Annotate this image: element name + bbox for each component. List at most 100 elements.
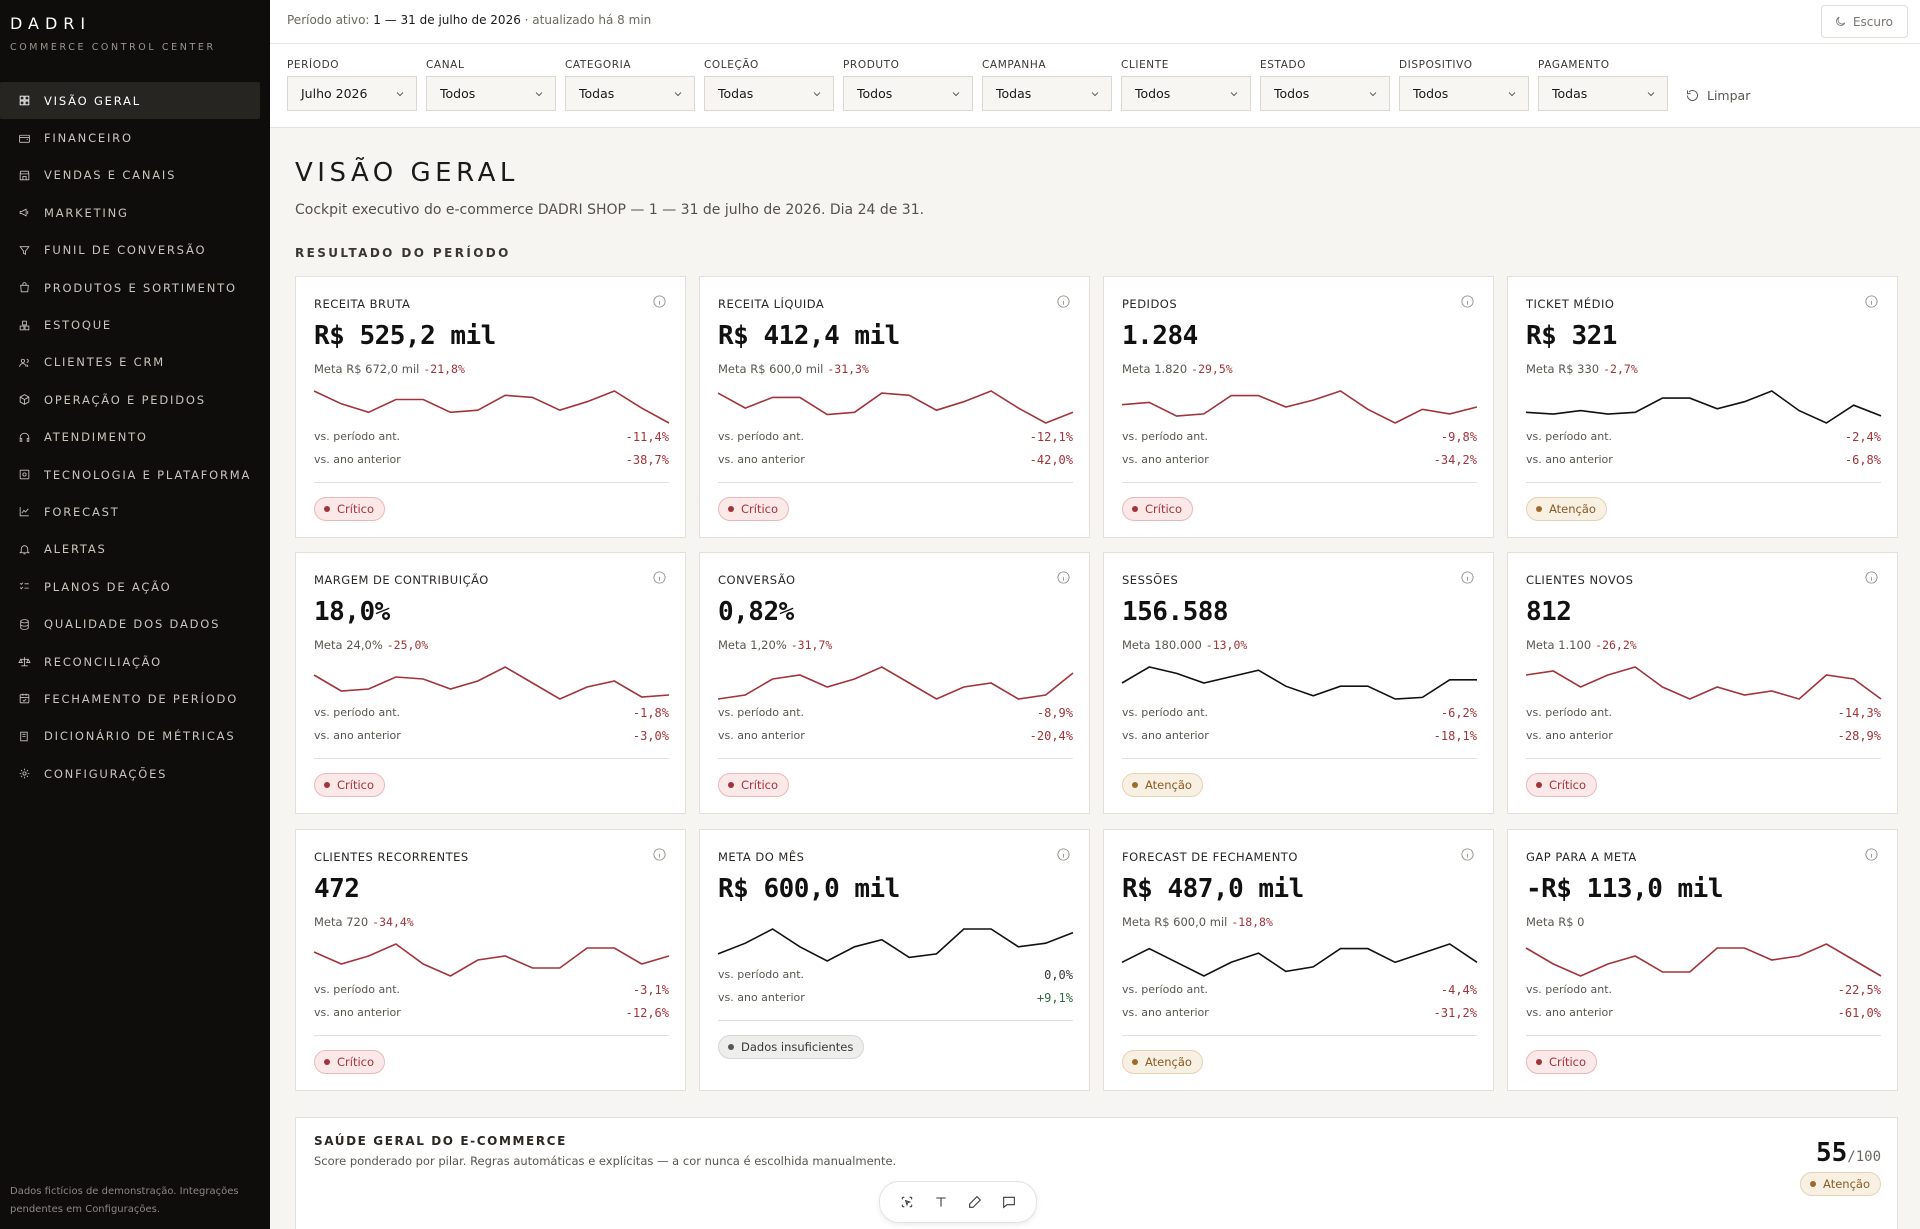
compare-label: vs. período ant.: [1526, 983, 1613, 996]
kpi-target: Meta R$ 600,0 mil -31,3%: [718, 362, 869, 376]
filter-select[interactable]: Todas: [704, 76, 834, 111]
compare-value: -22,5%: [1837, 983, 1881, 997]
filter-select[interactable]: Todos: [1260, 76, 1390, 111]
kpi-card[interactable]: FORECAST DE FECHAMENTO R$ 487,0 mil Meta R…: [1103, 829, 1494, 1091]
store-icon: [14, 168, 34, 182]
kpi-value: R$ 321: [1526, 321, 1617, 351]
kpi-card[interactable]: CLIENTES NOVOS 812 Meta 1.100 -26,2% vs. per…: [1507, 552, 1898, 814]
sidebar-item-wallet[interactable]: FINANCEIRO: [0, 119, 270, 156]
sidebar-item-server[interactable]: TECNOLOGIA E PLATAFORMA: [0, 456, 270, 493]
sidebar-item-gear[interactable]: CONFIGURAÇÕES: [0, 755, 270, 792]
filter-select[interactable]: Todas: [982, 76, 1112, 111]
compare-value: 0,0%: [1044, 968, 1073, 982]
sparkline-series: [1121, 390, 1478, 424]
kpi-card[interactable]: PEDIDOS 1.284 Meta 1.820 -29,5% vs. período …: [1103, 276, 1494, 538]
filter-select[interactable]: Todas: [1538, 76, 1668, 111]
sidebar-item-boxes[interactable]: ESTOQUE: [0, 306, 270, 343]
info-icon[interactable]: [652, 294, 667, 309]
info-icon[interactable]: [1460, 847, 1475, 862]
info-icon[interactable]: [1056, 847, 1071, 862]
filter-select[interactable]: Todos: [426, 76, 556, 111]
sidebar-item-users[interactable]: CLIENTES E CRM: [0, 344, 270, 381]
sidebar-item-database[interactable]: QUALIDADE DOS DADOS: [0, 605, 270, 642]
sidebar-item-package[interactable]: OPERAÇÃO E PEDIDOS: [0, 381, 270, 418]
status-badge: Crítico: [1526, 1050, 1598, 1074]
info-icon[interactable]: [652, 570, 667, 585]
users-icon: [14, 355, 34, 369]
info-icon[interactable]: [1864, 294, 1879, 309]
compare-value: -9,8%: [1440, 430, 1477, 444]
health-score: 55/100: [1816, 1138, 1881, 1168]
kpi-label: SESSÕES: [1122, 573, 1179, 587]
headset-icon: [14, 430, 34, 444]
sidebar-item-book[interactable]: DICIONÁRIO DE MÉTRICAS: [0, 718, 270, 755]
filter-select[interactable]: Todos: [1399, 76, 1529, 111]
sidebar-item-list-checks[interactable]: PLANOS DE AÇÃO: [0, 568, 270, 605]
filter-select[interactable]: Todos: [843, 76, 973, 111]
kpi-label: GAP PARA A META: [1526, 850, 1637, 864]
kpi-card[interactable]: TICKET MÉDIO R$ 321 Meta R$ 330 -2,7% vs. pe…: [1507, 276, 1898, 538]
filter-select[interactable]: Julho 2026: [287, 76, 417, 111]
chart-line-icon: [14, 505, 34, 519]
compare-value: -4,4%: [1440, 983, 1477, 997]
filter-value: Julho 2026: [301, 86, 368, 101]
kpi-target-delta: -25,0%: [386, 638, 429, 652]
sidebar-item-chart-line[interactable]: FORECAST: [0, 493, 270, 530]
kpi-label: CLIENTES RECORRENTES: [314, 850, 469, 864]
kpi-card[interactable]: CONVERSÃO 0,82% Meta 1,20% -31,7% vs. períod…: [699, 552, 1090, 814]
kpi-target-label: Meta 720: [314, 915, 369, 929]
filter-select[interactable]: Todos: [1121, 76, 1251, 111]
compare-value: -18,1%: [1433, 729, 1477, 743]
compare-previous-period: vs. período ant. -6,2%: [1122, 706, 1477, 720]
info-icon[interactable]: [1460, 570, 1475, 585]
sparkline-series: [1525, 666, 1882, 700]
kpi-target: Meta 180.000 -13,0%: [1122, 638, 1247, 652]
compare-value: -6,2%: [1440, 706, 1477, 720]
sidebar-item-grid[interactable]: VISÃO GERAL: [0, 82, 260, 120]
info-icon[interactable]: [1460, 294, 1475, 309]
select-tool-icon[interactable]: [898, 1193, 916, 1211]
kpi-card[interactable]: SESSÕES 156.588 Meta 180.000 -13,0% vs. perí…: [1103, 552, 1494, 814]
info-icon[interactable]: [1864, 847, 1879, 862]
sidebar-item-store[interactable]: VENDAS E CANAIS: [0, 157, 270, 194]
brand-logo[interactable]: DADRI: [10, 14, 92, 33]
sidebar-item-bag[interactable]: PRODUTOS E SORTIMENTO: [0, 269, 270, 306]
sidebar-item-funnel[interactable]: FUNIL DE CONVERSÃO: [0, 232, 270, 269]
info-icon[interactable]: [1056, 570, 1071, 585]
info-icon[interactable]: [1056, 294, 1071, 309]
sidebar-item-label: VENDAS E CANAIS: [44, 168, 177, 183]
kpi-card[interactable]: RECEITA BRUTA R$ 525,2 mil Meta R$ 672,0 m…: [295, 276, 686, 538]
text-tool-icon[interactable]: [932, 1193, 950, 1211]
page-title: VISÃO GERAL: [295, 158, 519, 188]
kpi-card[interactable]: GAP PARA A META -R$ 113,0 mil Meta R$ 0 vs.…: [1507, 829, 1898, 1091]
kpi-card[interactable]: MARGEM DE CONTRIBUIÇÃO 18,0% Meta 24,0% -25…: [295, 552, 686, 814]
reset-icon: [1687, 90, 1698, 101]
compare-previous-year: vs. ano anterior -18,1%: [1122, 729, 1477, 743]
sidebar-item-calendar-check[interactable]: FECHAMENTO DE PERÍODO: [0, 680, 270, 717]
sidebar-item-headset[interactable]: ATENDIMENTO: [0, 419, 270, 456]
filter-select[interactable]: Todas: [565, 76, 695, 111]
dark-mode-button[interactable]: Escuro: [1820, 5, 1908, 38]
sparkline-series: [717, 666, 1074, 700]
info-icon[interactable]: [652, 847, 667, 862]
sparkline: [1121, 663, 1477, 703]
sidebar-item-scale[interactable]: RECONCILIAÇÃO: [0, 643, 270, 680]
kpi-target-delta: -13,0%: [1205, 638, 1248, 652]
kpi-card[interactable]: META DO MÊS R$ 600,0 mil vs. período ant. 0…: [699, 829, 1090, 1091]
status-badge-label: Atenção: [1145, 778, 1192, 792]
filter-value: Todos: [1413, 86, 1449, 101]
clear-filters-button[interactable]: Limpar: [1685, 88, 1750, 103]
chevron-down-icon: [1230, 91, 1238, 96]
kpi-card[interactable]: CLIENTES RECORRENTES 472 Meta 720 -34,4% vs.…: [295, 829, 686, 1091]
compare-value: +9,1%: [1036, 991, 1073, 1005]
sidebar-item-label: MARKETING: [44, 205, 129, 220]
kpi-card[interactable]: RECEITA LÍQUIDA R$ 412,4 mil Meta R$ 600,0…: [699, 276, 1090, 538]
info-icon[interactable]: [1864, 570, 1879, 585]
kpi-target-delta: -31,7%: [790, 638, 833, 652]
sidebar-item-bell[interactable]: ALERTAS: [0, 531, 270, 568]
sidebar-item-megaphone[interactable]: MARKETING: [0, 194, 270, 231]
pen-tool-icon[interactable]: [966, 1193, 984, 1211]
comment-tool-icon[interactable]: [1000, 1193, 1018, 1211]
status-dot: [1536, 506, 1542, 512]
kpi-value: R$ 412,4 mil: [718, 321, 900, 351]
